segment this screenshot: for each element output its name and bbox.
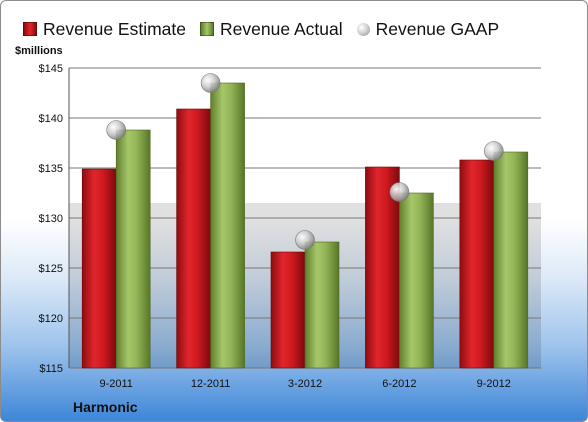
y-tick-label: $140 [39,113,63,125]
y-tick-label: $120 [39,313,63,325]
bar-revenue-estimate [270,251,306,369]
legend-swatch-actual [200,22,214,36]
bar-revenue-actual [304,241,340,369]
x-tick-label: 9-2011 [99,378,132,390]
y-tick-labels: $115 $120 $125 $130 $135 $140 $145 [39,63,63,375]
marker-revenue-gaap [483,141,504,161]
legend-item-actual: Revenue Actual [200,19,343,40]
legend-swatch-gaap [356,22,370,36]
marker-revenue-gaap [389,182,410,202]
bar-revenue-estimate [81,168,117,369]
legend-label-actual: Revenue Actual [220,18,343,39]
bar-revenue-actual [399,192,434,369]
bar-revenue-estimate [365,166,400,369]
y-tick-label: $145 [39,63,63,75]
legend-label-estimate: Revenue Estimate [43,18,186,39]
bar-revenue-actual [115,129,151,369]
y-tick-label: $115 [39,363,63,375]
bars-layer [81,82,529,369]
y-tick-label: $125 [39,263,63,275]
bar-revenue-actual [210,82,245,369]
legend-item-gaap: Revenue GAAP [356,18,500,40]
y-axis-units-label: $millions [15,45,63,57]
x-tick-label: 9-2012 [477,378,511,390]
legend-label-gaap: Revenue GAAP [375,18,500,39]
bar-revenue-actual [493,151,529,369]
y-tick-label: $135 [39,163,63,175]
legend-swatch-estimate [23,22,37,36]
x-tick-labels: 9-2011 12-2011 3-2012 6-2012 9-2012 [99,378,510,390]
marker-revenue-gaap [295,230,315,250]
bar-revenue-estimate [176,108,211,369]
x-tick-label: 6-2012 [382,378,416,390]
legend-item-estimate: Revenue Estimate [23,19,186,40]
marker-revenue-gaap [106,120,126,140]
company-name: Harmonic [73,399,138,415]
marker-revenue-gaap [200,73,221,93]
bar-revenue-estimate [459,159,495,369]
x-tick-label: 3-2012 [288,378,322,390]
y-tick-label: $130 [39,213,63,225]
markers-layer [106,73,504,250]
x-tick-label: 12-2011 [191,378,231,390]
legend: Revenue Estimate Revenue Actual Revenue … [23,17,513,41]
